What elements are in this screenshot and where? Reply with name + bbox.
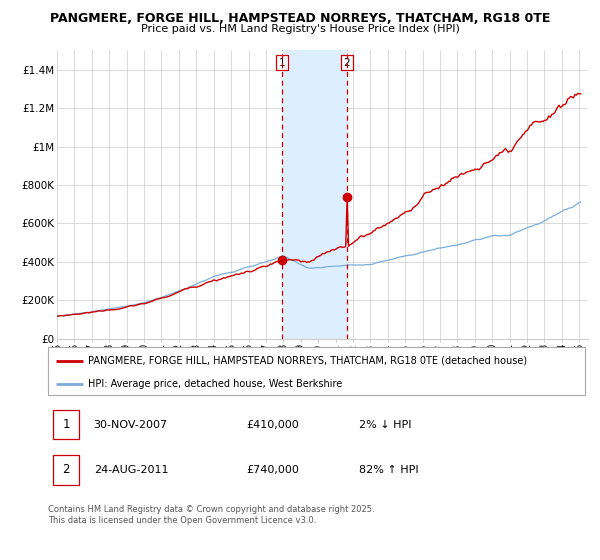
Bar	[282, 50, 347, 339]
Text: 30-NOV-2007: 30-NOV-2007	[94, 420, 168, 430]
Text: 82% ↑ HPI: 82% ↑ HPI	[359, 465, 419, 475]
Text: 2% ↓ HPI: 2% ↓ HPI	[359, 420, 412, 430]
Text: £410,000: £410,000	[247, 420, 299, 430]
Text: £740,000: £740,000	[247, 465, 299, 475]
FancyBboxPatch shape	[53, 410, 79, 440]
Text: 1: 1	[278, 58, 285, 68]
Text: 2: 2	[343, 58, 350, 68]
Text: Contains HM Land Registry data © Crown copyright and database right 2025.
This d: Contains HM Land Registry data © Crown c…	[48, 505, 374, 525]
Text: HPI: Average price, detached house, West Berkshire: HPI: Average price, detached house, West…	[88, 379, 343, 389]
Text: PANGMERE, FORGE HILL, HAMPSTEAD NORREYS, THATCHAM, RG18 0TE (detached house): PANGMERE, FORGE HILL, HAMPSTEAD NORREYS,…	[88, 356, 527, 366]
Text: 24-AUG-2011: 24-AUG-2011	[94, 465, 168, 475]
Text: 1: 1	[62, 418, 70, 431]
Text: PANGMERE, FORGE HILL, HAMPSTEAD NORREYS, THATCHAM, RG18 0TE: PANGMERE, FORGE HILL, HAMPSTEAD NORREYS,…	[50, 12, 550, 25]
FancyBboxPatch shape	[48, 347, 585, 395]
Text: Price paid vs. HM Land Registry's House Price Index (HPI): Price paid vs. HM Land Registry's House …	[140, 24, 460, 34]
FancyBboxPatch shape	[53, 455, 79, 484]
Text: 2: 2	[62, 463, 70, 477]
